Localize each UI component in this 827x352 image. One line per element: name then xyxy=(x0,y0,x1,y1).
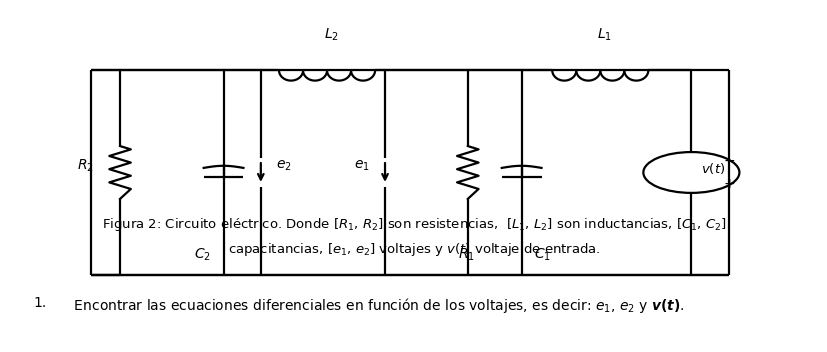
Text: 1.: 1. xyxy=(33,296,46,310)
Text: Figura 2: Circuito eléctrico. Donde [$R_1$, $R_2$] son resistencias,  [$L_1$, $L: Figura 2: Circuito eléctrico. Donde [$R_… xyxy=(102,216,725,233)
Text: $C_1$: $C_1$ xyxy=(533,247,550,263)
Text: Encontrar las ecuaciones diferenciales en función de los voltajes, es decir: $\b: Encontrar las ecuaciones diferenciales e… xyxy=(65,296,684,315)
Text: capacitancias, [$e_1$, $e_2$] voltajes y $v(t)$ voltaje de entrada.: capacitancias, [$e_1$, $e_2$] voltajes y… xyxy=(227,241,600,258)
Text: +: + xyxy=(723,177,734,191)
Text: −: − xyxy=(723,154,734,168)
Text: $L_1$: $L_1$ xyxy=(596,27,611,43)
Text: $e_2$: $e_2$ xyxy=(275,158,291,172)
Text: $v(t)$: $v(t)$ xyxy=(700,162,724,176)
Text: $e_1$: $e_1$ xyxy=(354,158,370,172)
Text: $C_2$: $C_2$ xyxy=(194,247,211,263)
Text: $L_2$: $L_2$ xyxy=(323,27,338,43)
Text: $R_1$: $R_1$ xyxy=(457,247,474,263)
Text: $R_2$: $R_2$ xyxy=(77,157,93,174)
